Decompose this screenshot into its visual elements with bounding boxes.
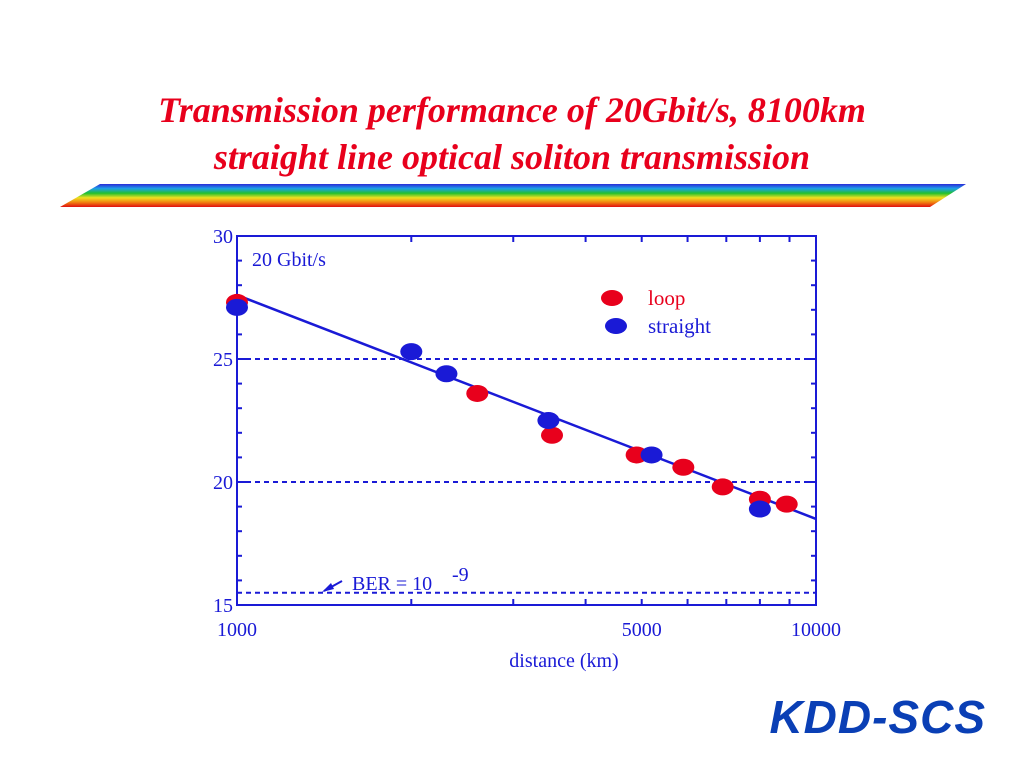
ber-label: BER = 10 — [352, 573, 432, 595]
tick-labels: 15 20 25 30 1000 5000 10000 — [213, 226, 841, 641]
x-tick-label: 1000 — [217, 619, 257, 641]
y-tick-label: 15 — [213, 595, 233, 617]
x-axis-label: distance (km) — [509, 650, 618, 672]
loop-point — [775, 495, 798, 513]
loop-point — [672, 458, 695, 476]
straight-point — [435, 365, 458, 383]
legend-loop-marker — [601, 290, 623, 306]
slide-title-line-2: straight line optical soliton transmissi… — [213, 137, 811, 177]
ber-annotation: BER = 10 -9 — [322, 564, 469, 595]
ber-arrow-head — [322, 583, 334, 592]
straight-point — [748, 500, 771, 518]
y-tick-label: 30 — [213, 226, 233, 248]
legend-straight-label: straight — [648, 314, 711, 338]
x-tick-label: 10000 — [791, 619, 841, 641]
straight-point — [640, 446, 663, 464]
x-tick-label: 5000 — [622, 619, 662, 641]
y-tick-label: 25 — [213, 349, 233, 371]
data-points — [226, 293, 798, 518]
rate-annotation: 20 Gbit/s — [252, 249, 326, 271]
straight-point — [226, 298, 248, 316]
kdd-scs-logo: KDD-SCS — [769, 691, 986, 743]
legend-straight-marker — [605, 318, 627, 334]
plot-frame — [236, 235, 817, 606]
legend-loop-label: loop — [648, 286, 685, 310]
straight-point — [400, 343, 423, 361]
straight-point — [537, 412, 560, 429]
loop-point — [541, 426, 564, 444]
legend: loop straight — [601, 286, 711, 338]
axis-ticks — [236, 235, 817, 606]
ber-exponent: -9 — [452, 564, 469, 586]
grid-lines — [237, 358, 816, 594]
y-tick-label: 20 — [213, 472, 233, 494]
loop-point — [711, 478, 734, 496]
slide-title-line-1: Transmission performance of 20Gbit/s, 81… — [158, 90, 866, 130]
loop-point — [466, 384, 489, 402]
